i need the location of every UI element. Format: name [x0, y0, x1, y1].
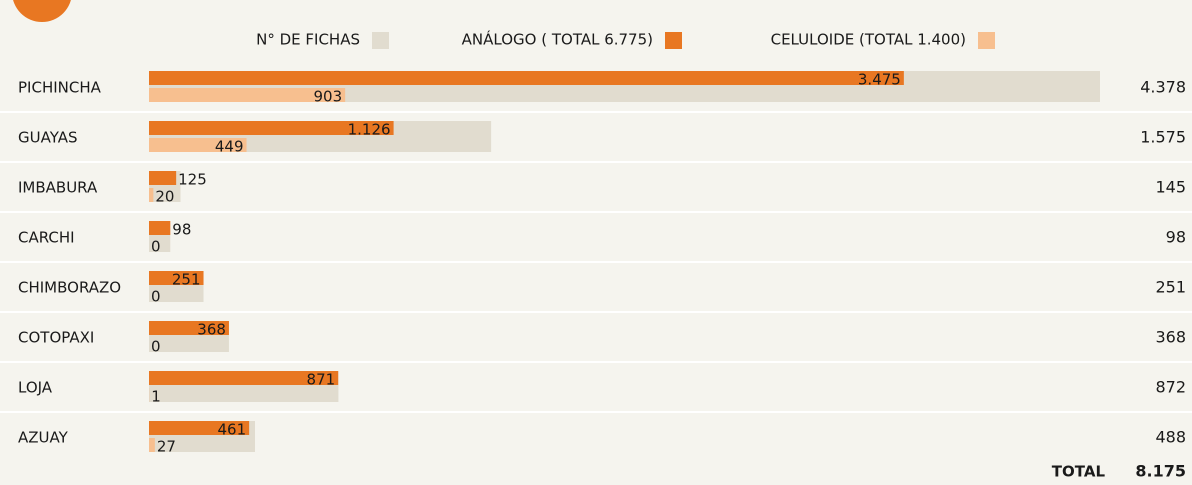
value-label: 903 [314, 88, 343, 106]
value-label: 449 [215, 138, 244, 156]
bar [149, 438, 155, 452]
value-label: 368 [197, 321, 226, 339]
total-label: 488 [1155, 428, 1186, 447]
total-label: 4.378 [1140, 78, 1186, 97]
total-label: 1.575 [1140, 128, 1186, 147]
legend-label: N° DE FICHAS [256, 31, 360, 49]
legend-label: CELULOIDE (TOTAL 1.400) [771, 31, 966, 49]
category-label: CARCHI [18, 229, 75, 247]
category-label: PICHINCHA [18, 79, 102, 97]
legend-swatch [978, 32, 995, 49]
bar [149, 71, 904, 85]
value-label: 461 [217, 421, 246, 439]
value-label: 871 [307, 371, 336, 389]
legend-swatch [372, 32, 389, 49]
value-label: 20 [155, 188, 174, 206]
category-label: AZUAY [18, 429, 69, 447]
value-label: 1.126 [348, 121, 391, 139]
bar [149, 88, 346, 102]
total-label: 98 [1166, 228, 1186, 247]
category-label: CHIMBORAZO [18, 279, 121, 297]
value-label: 251 [172, 271, 201, 289]
legend-label: ANÁLOGO ( TOTAL 6.775) [462, 30, 653, 49]
total-label: 368 [1155, 328, 1186, 347]
total-label: 872 [1155, 378, 1186, 397]
category-label: IMBABURA [18, 179, 98, 197]
bar [149, 421, 250, 435]
value-label: 98 [172, 221, 191, 239]
value-label: 1 [151, 388, 161, 406]
total-label: 145 [1155, 178, 1186, 197]
value-label: 0 [151, 238, 161, 256]
category-label: LOJA [18, 379, 53, 397]
bar [149, 271, 204, 285]
category-label: COTOPAXI [18, 329, 94, 347]
bar [149, 138, 247, 152]
grand-total: 8.175 [1135, 462, 1186, 481]
value-label: 3.475 [858, 71, 901, 89]
value-label: 27 [157, 438, 176, 456]
bar [149, 121, 394, 135]
bar [149, 221, 171, 235]
bar [149, 171, 177, 185]
bar [149, 371, 339, 385]
total-title: TOTAL [1052, 463, 1106, 481]
legend-swatch [665, 32, 682, 49]
value-label: 0 [151, 288, 161, 306]
bar [149, 188, 154, 202]
value-label: 125 [178, 171, 207, 189]
category-label: GUAYAS [18, 129, 77, 147]
value-label: 0 [151, 338, 161, 356]
header-icon [13, 0, 71, 22]
bar [149, 321, 229, 335]
total-label: 251 [1155, 278, 1186, 297]
